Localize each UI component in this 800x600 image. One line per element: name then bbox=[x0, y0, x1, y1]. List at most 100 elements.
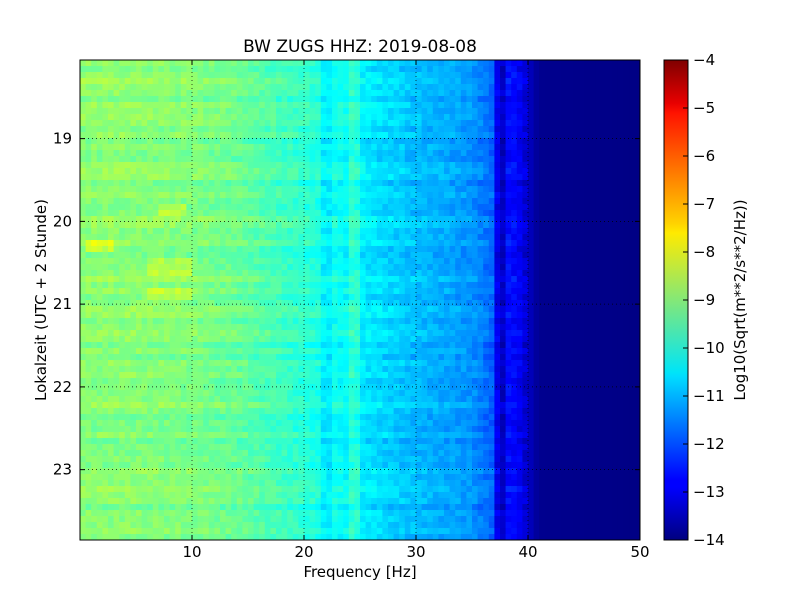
heatmap-cell bbox=[449, 96, 456, 103]
heatmap-cell bbox=[147, 192, 154, 199]
heatmap-cell bbox=[264, 120, 271, 127]
heatmap-cell bbox=[130, 246, 137, 253]
heatmap-cell bbox=[612, 126, 619, 133]
heatmap-cell bbox=[248, 336, 255, 343]
heatmap-cell bbox=[438, 66, 445, 73]
heatmap-cell bbox=[102, 174, 109, 181]
heatmap-cell bbox=[432, 252, 439, 259]
heatmap-cell bbox=[91, 126, 98, 133]
heatmap-cell bbox=[113, 240, 120, 247]
heatmap-cell bbox=[505, 174, 512, 181]
heatmap-cell bbox=[505, 228, 512, 235]
heatmap-cell bbox=[432, 222, 439, 229]
heatmap-cell bbox=[169, 336, 176, 343]
heatmap-cell bbox=[567, 204, 574, 211]
heatmap-cell bbox=[102, 282, 109, 289]
heatmap-cell bbox=[365, 330, 372, 337]
heatmap-cell bbox=[365, 138, 372, 145]
heatmap-cell bbox=[449, 162, 456, 169]
heatmap-cell bbox=[533, 222, 540, 229]
heatmap-cell bbox=[80, 126, 87, 133]
heatmap-cell bbox=[556, 204, 563, 211]
heatmap-cell bbox=[248, 252, 255, 259]
heatmap-cell bbox=[606, 120, 613, 127]
heatmap-cell bbox=[567, 222, 574, 229]
heatmap-cell bbox=[326, 78, 333, 85]
heatmap-cell bbox=[589, 126, 596, 133]
heatmap-cell bbox=[136, 84, 143, 91]
heatmap-cell bbox=[572, 312, 579, 319]
heatmap-cell bbox=[399, 78, 406, 85]
heatmap-cell bbox=[354, 168, 361, 175]
heatmap-cell bbox=[292, 252, 299, 259]
heatmap-cell bbox=[242, 258, 249, 265]
heatmap-cell bbox=[494, 306, 501, 313]
heatmap-cell bbox=[326, 336, 333, 343]
heatmap-cell bbox=[320, 108, 327, 115]
heatmap-cell bbox=[449, 264, 456, 271]
heatmap-cell bbox=[315, 192, 322, 199]
heatmap-cell bbox=[617, 204, 624, 211]
heatmap-cell bbox=[477, 324, 484, 331]
heatmap-cell bbox=[208, 348, 215, 355]
heatmap-cell bbox=[220, 252, 227, 259]
heatmap-cell bbox=[432, 264, 439, 271]
heatmap-cell bbox=[276, 282, 283, 289]
heatmap-cell bbox=[416, 60, 423, 67]
heatmap-cell bbox=[404, 348, 411, 355]
heatmap-cell bbox=[365, 126, 372, 133]
heatmap-cell bbox=[578, 180, 585, 187]
heatmap-cell bbox=[141, 234, 148, 241]
heatmap-cell bbox=[421, 66, 428, 73]
heatmap-cell bbox=[404, 330, 411, 337]
heatmap-cell bbox=[208, 252, 215, 259]
heatmap-cell bbox=[152, 72, 159, 79]
heatmap-cell bbox=[404, 252, 411, 259]
heatmap-cell bbox=[158, 126, 165, 133]
heatmap-cell bbox=[343, 348, 350, 355]
heatmap-cell bbox=[516, 342, 523, 349]
heatmap-cell bbox=[236, 324, 243, 331]
heatmap-cell bbox=[141, 276, 148, 283]
heatmap-cell bbox=[589, 234, 596, 241]
heatmap-cell bbox=[298, 66, 305, 73]
heatmap-cell bbox=[231, 330, 238, 337]
heatmap-cell bbox=[136, 162, 143, 169]
heatmap-cell bbox=[550, 252, 557, 259]
heatmap-cell bbox=[276, 168, 283, 175]
heatmap-cell bbox=[634, 150, 640, 157]
heatmap-cell bbox=[320, 204, 327, 211]
heatmap-cell bbox=[264, 84, 271, 91]
heatmap-cell bbox=[220, 90, 227, 97]
heatmap-cell bbox=[203, 174, 210, 181]
heatmap-cell bbox=[292, 306, 299, 313]
heatmap-cell bbox=[253, 276, 260, 283]
heatmap-cell bbox=[404, 216, 411, 223]
heatmap-cell bbox=[287, 180, 294, 187]
heatmap-cell bbox=[180, 240, 187, 247]
heatmap-cell bbox=[259, 258, 266, 265]
heatmap-cell bbox=[505, 84, 512, 91]
heatmap-cell bbox=[214, 198, 221, 205]
heatmap-cell bbox=[175, 336, 182, 343]
heatmap-cell bbox=[124, 126, 131, 133]
heatmap-cell bbox=[276, 354, 283, 361]
heatmap-cell bbox=[561, 306, 568, 313]
heatmap-cell bbox=[584, 174, 591, 181]
heatmap-cell bbox=[539, 162, 546, 169]
heatmap-cell bbox=[186, 312, 193, 319]
heatmap-cell bbox=[276, 132, 283, 139]
heatmap-cell bbox=[169, 96, 176, 103]
heatmap-cell bbox=[169, 264, 176, 271]
heatmap-cell bbox=[203, 126, 210, 133]
heatmap-cell bbox=[85, 150, 92, 157]
heatmap-cell bbox=[80, 84, 87, 91]
heatmap-cell bbox=[180, 126, 187, 133]
heatmap-cell bbox=[466, 228, 473, 235]
heatmap-cell bbox=[220, 336, 227, 343]
heatmap-cell bbox=[80, 234, 87, 241]
heatmap-cell bbox=[141, 186, 148, 193]
heatmap-cell bbox=[584, 204, 591, 211]
heatmap-cell bbox=[505, 258, 512, 265]
heatmap-cell bbox=[371, 276, 378, 283]
